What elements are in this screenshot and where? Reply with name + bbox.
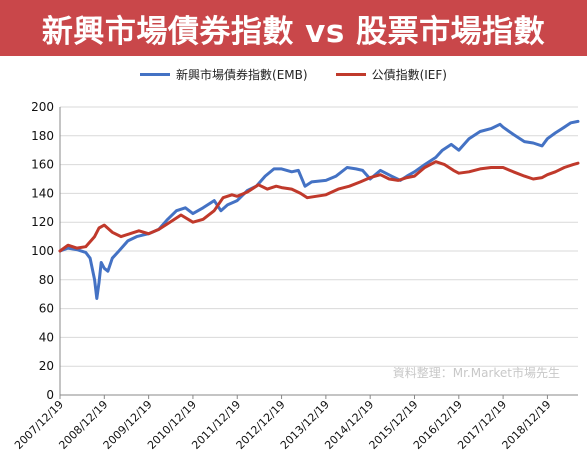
source-note: 資料整理：Mr.Market市場先生 bbox=[393, 365, 560, 380]
y-tick-label-200: 200 bbox=[31, 100, 54, 114]
y-tick-label-60: 60 bbox=[39, 302, 54, 316]
y-tick-label-140: 140 bbox=[31, 186, 54, 200]
y-tick-label-180: 180 bbox=[31, 129, 54, 143]
y-tick-label-0: 0 bbox=[46, 388, 54, 402]
legend-swatch-emb bbox=[140, 73, 171, 76]
legend-item-ief: 公債指數(IEF) bbox=[335, 66, 447, 83]
title-banner: 新興市場債券指數 vs 股票市場指數 bbox=[0, 0, 587, 56]
series-line-emb bbox=[58, 119, 580, 300]
y-tick-label-100: 100 bbox=[31, 244, 54, 258]
y-tick-label-80: 80 bbox=[39, 273, 54, 287]
y-tick-label-40: 40 bbox=[39, 330, 54, 344]
page-title: 新興市場債券指數 vs 股票市場指數 bbox=[41, 13, 546, 50]
chart-legend: 新興市場債券指數(EMB) 公債指數(IEF) bbox=[0, 66, 587, 83]
legend-label-emb: 新興市場債券指數(EMB) bbox=[176, 68, 308, 82]
legend-label-ief: 公債指數(IEF) bbox=[371, 68, 447, 82]
legend-item-emb: 新興市場債券指數(EMB) bbox=[140, 66, 308, 83]
y-tick-label-120: 120 bbox=[31, 215, 54, 229]
legend-swatch-ief bbox=[335, 73, 366, 76]
y-tick-label-20: 20 bbox=[39, 359, 54, 373]
series-line-ief bbox=[58, 160, 580, 253]
y-tick-label-160: 160 bbox=[31, 158, 54, 172]
